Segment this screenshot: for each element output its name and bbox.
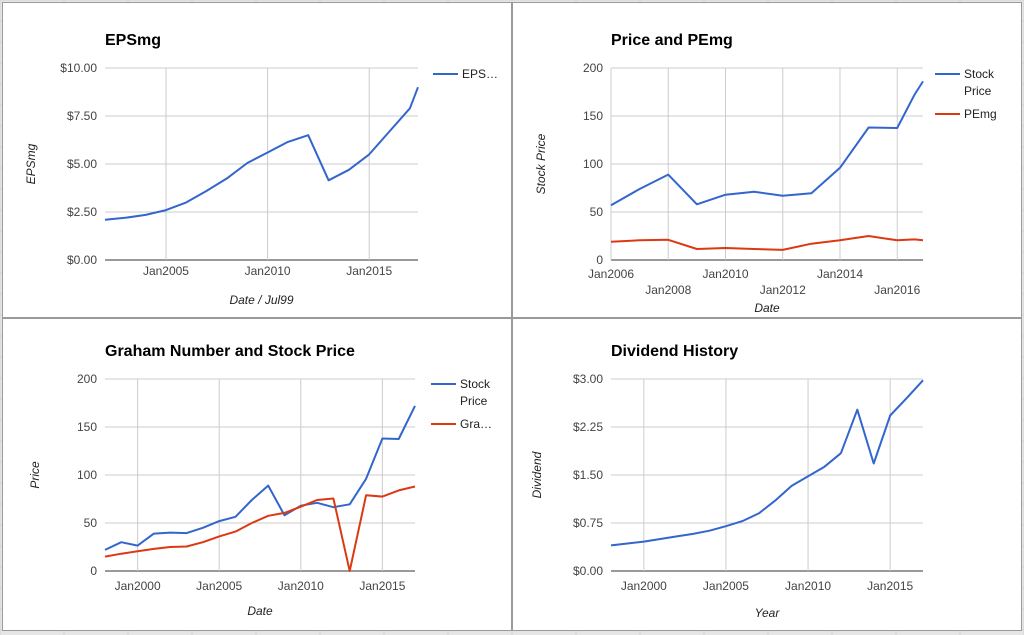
x-tick-label: Jan2008 (645, 283, 691, 297)
y-tick-label: $7.50 (67, 109, 97, 123)
chart-title: Graham Number and Stock Price (105, 343, 355, 360)
series-line-1 (104, 485, 416, 572)
x-tick-label: Jan2010 (702, 267, 748, 281)
y-tick-label: 100 (583, 157, 603, 171)
y-tick-label: $10.00 (60, 61, 97, 75)
x-tick-label: Jan2005 (196, 579, 242, 593)
y-tick-label: 50 (590, 205, 604, 219)
y-tick-label: 0 (90, 564, 97, 578)
chart-panel-price-and-pemg[interactable]: Price and PEmg 0 50 100 150 200 Jan2006 Jan2008… (512, 2, 1022, 318)
chart-panel-graham-number[interactable]: Graham Number and Stock Price 0 50 100 150 20… (2, 318, 512, 631)
x-axis-label: Date (247, 604, 273, 618)
y-tick-label: $1.50 (573, 468, 603, 482)
x-tick-label: Jan2012 (760, 283, 806, 297)
y-tick-label: $3.00 (573, 372, 603, 386)
chart-panel-dividend-history[interactable]: Dividend History $0.00 $0.75 $1.50 $2.25 $3.0… (512, 318, 1022, 631)
y-tick-label: 200 (77, 372, 97, 386)
legend-label: PEmg (964, 107, 997, 121)
chart-dividend-history: Dividend History $0.00 $0.75 $1.50 $2.25 $3.0… (530, 343, 924, 620)
y-tick-label: $0.00 (573, 564, 603, 578)
x-axis-label: Date / Jul99 (229, 293, 293, 307)
chart-panel-epsmg[interactable]: EPSmg $0.00 $2.50 $5.00 $7.50 $10.00 Jan2005 Ja… (2, 2, 512, 318)
x-tick-label: Jan2006 (588, 267, 634, 281)
legend-label: Stock Price (964, 67, 995, 98)
series-line-1 (610, 235, 924, 251)
x-tick-label: Jan2005 (143, 264, 189, 278)
chart-title: Price and PEmg (611, 32, 733, 49)
y-tick-label: 150 (77, 420, 97, 434)
y-tick-label: 200 (583, 61, 603, 75)
series-line-0 (610, 80, 924, 207)
x-tick-label: Jan2014 (817, 267, 863, 281)
y-axis-label: EPSmg (24, 143, 38, 184)
legend-label: Gra… (460, 417, 492, 431)
x-axis-label: Date (754, 301, 780, 315)
y-tick-label: $5.00 (67, 157, 97, 171)
y-tick-label: $2.50 (67, 205, 97, 219)
x-tick-label: Jan2015 (359, 579, 405, 593)
x-axis-label: Year (755, 606, 781, 620)
y-axis-label: Dividend (530, 451, 544, 498)
x-tick-label: Jan2016 (874, 283, 920, 297)
x-tick-label: Jan2015 (867, 579, 913, 593)
legend-label-line: Stock (460, 377, 491, 391)
y-tick-label: 100 (77, 468, 97, 482)
y-axis-label: Price (28, 461, 42, 489)
chart-price-and-pemg: Price and PEmg 0 50 100 150 200 Jan2006 Jan2008… (534, 32, 997, 315)
x-tick-label: Jan2015 (346, 264, 392, 278)
y-tick-label: $0.00 (67, 253, 97, 267)
legend-label-line: Price (460, 394, 488, 408)
legend-label-line: Price (964, 84, 992, 98)
x-tick-label: Jan2010 (785, 579, 831, 593)
y-tick-label: $2.25 (573, 420, 603, 434)
series-line-0 (104, 405, 416, 551)
y-tick-label: 50 (84, 516, 98, 530)
series-line-0 (104, 86, 419, 221)
chart-title: EPSmg (105, 32, 161, 49)
y-tick-label: $0.75 (573, 516, 603, 530)
chart-graham-number-and-stock-price: Graham Number and Stock Price 0 50 100 150 20… (28, 343, 492, 618)
x-tick-label: Jan2005 (703, 579, 749, 593)
y-axis-label: Stock Price (534, 133, 548, 194)
x-tick-label: Jan2010 (245, 264, 291, 278)
series-line-0 (610, 379, 924, 547)
x-tick-label: Jan2000 (621, 579, 667, 593)
y-tick-label: 0 (596, 253, 603, 267)
legend-label: Stock Price (460, 377, 491, 408)
y-tick-label: 150 (583, 109, 603, 123)
chart-epsmg: EPSmg $0.00 $2.50 $5.00 $7.50 $10.00 Jan2005 Ja… (24, 32, 498, 307)
chart-title: Dividend History (611, 343, 738, 360)
legend-label-line: Stock (964, 67, 995, 81)
x-tick-label: Jan2000 (115, 579, 161, 593)
x-tick-label: Jan2010 (278, 579, 324, 593)
legend-label: EPS… (462, 67, 498, 81)
